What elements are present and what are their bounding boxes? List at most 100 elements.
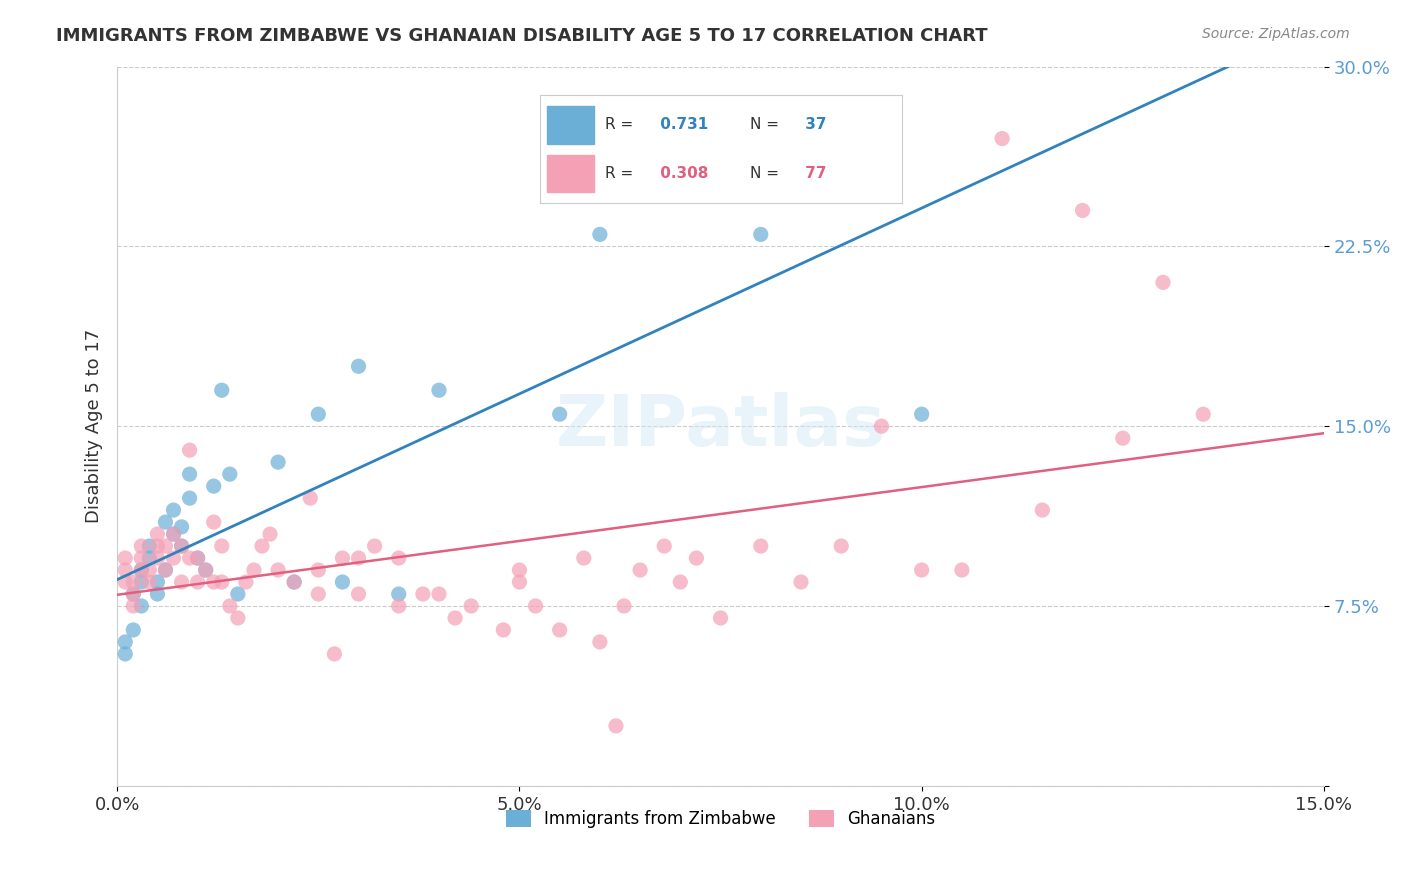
Point xyxy=(1031,47,1053,62)
Point xyxy=(749,539,772,553)
Point xyxy=(307,563,329,577)
Point xyxy=(508,563,530,577)
Point xyxy=(460,599,482,613)
Point xyxy=(146,587,169,601)
Point xyxy=(122,574,145,589)
Point xyxy=(250,539,273,553)
Point xyxy=(427,587,450,601)
Point xyxy=(259,527,281,541)
Point xyxy=(211,383,233,397)
Point xyxy=(307,407,329,421)
Point xyxy=(187,551,209,566)
Point xyxy=(299,491,322,505)
Point xyxy=(628,563,651,577)
Point xyxy=(187,574,209,589)
Point xyxy=(138,563,160,577)
Point xyxy=(179,551,201,566)
Point xyxy=(138,551,160,566)
Point xyxy=(226,587,249,601)
Point xyxy=(131,574,153,589)
Point xyxy=(170,539,193,553)
Point xyxy=(179,491,201,505)
Point xyxy=(194,563,217,577)
Point xyxy=(347,551,370,566)
Point xyxy=(146,551,169,566)
Point xyxy=(218,599,240,613)
Point xyxy=(548,407,571,421)
Point xyxy=(347,359,370,374)
Point xyxy=(114,574,136,589)
Point xyxy=(1152,276,1174,290)
Point xyxy=(114,647,136,661)
Point xyxy=(1192,407,1215,421)
Point xyxy=(187,551,209,566)
Point xyxy=(508,574,530,589)
Point xyxy=(122,623,145,637)
Point xyxy=(685,551,707,566)
Point xyxy=(122,599,145,613)
Point xyxy=(412,587,434,601)
Point xyxy=(332,574,354,589)
Point xyxy=(427,383,450,397)
Point xyxy=(122,587,145,601)
Point xyxy=(524,599,547,613)
Y-axis label: Disability Age 5 to 17: Disability Age 5 to 17 xyxy=(86,329,103,524)
Point xyxy=(605,719,627,733)
Point xyxy=(194,563,217,577)
Point xyxy=(388,587,411,601)
Point xyxy=(548,623,571,637)
Point xyxy=(613,599,636,613)
Point xyxy=(444,611,467,625)
Point xyxy=(1112,431,1135,445)
Point xyxy=(709,611,731,625)
Point xyxy=(790,574,813,589)
Text: ZIPatlas: ZIPatlas xyxy=(555,392,886,460)
Point xyxy=(155,563,177,577)
Point xyxy=(1071,203,1094,218)
Point xyxy=(332,551,354,566)
Point xyxy=(669,574,692,589)
Point xyxy=(830,539,852,553)
Point xyxy=(162,503,184,517)
Point xyxy=(202,515,225,529)
Point xyxy=(347,587,370,601)
Point xyxy=(131,563,153,577)
Point xyxy=(114,563,136,577)
Point xyxy=(911,563,934,577)
Point xyxy=(114,635,136,649)
Point xyxy=(589,635,612,649)
Point xyxy=(146,574,169,589)
Point xyxy=(870,419,893,434)
Point xyxy=(131,599,153,613)
Point xyxy=(179,467,201,482)
Point xyxy=(131,539,153,553)
Point xyxy=(131,551,153,566)
Point xyxy=(170,539,193,553)
Point xyxy=(226,611,249,625)
Text: Source: ZipAtlas.com: Source: ZipAtlas.com xyxy=(1202,27,1350,41)
Point xyxy=(155,515,177,529)
Point xyxy=(589,227,612,242)
Point xyxy=(122,587,145,601)
Point xyxy=(155,563,177,577)
Point xyxy=(243,563,266,577)
Point xyxy=(202,574,225,589)
Point xyxy=(170,574,193,589)
Point xyxy=(162,527,184,541)
Point xyxy=(131,563,153,577)
Point xyxy=(492,623,515,637)
Point xyxy=(388,551,411,566)
Point xyxy=(1031,503,1053,517)
Point xyxy=(652,539,675,553)
Point xyxy=(211,539,233,553)
Point xyxy=(283,574,305,589)
Point xyxy=(363,539,385,553)
Point xyxy=(749,227,772,242)
Point xyxy=(162,551,184,566)
Point xyxy=(162,527,184,541)
Point xyxy=(114,551,136,566)
Point xyxy=(146,527,169,541)
Point xyxy=(283,574,305,589)
Point xyxy=(211,574,233,589)
Point xyxy=(170,520,193,534)
